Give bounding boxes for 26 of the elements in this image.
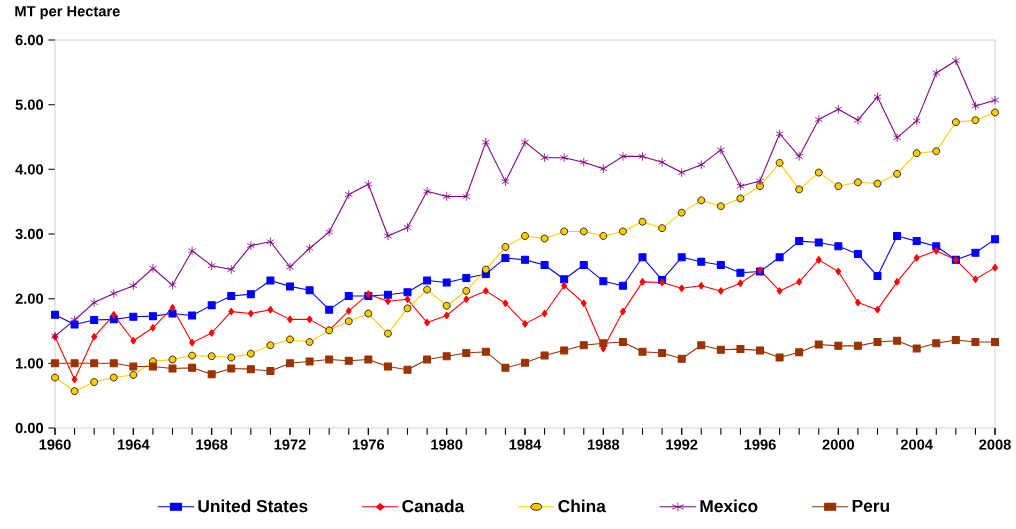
x-tick-label: 1976 [352,439,385,450]
y-axis-title: MT per Hectare [15,6,120,20]
y-tick-label: 2.00 [15,293,44,304]
x-tick-label: 1984 [509,439,542,450]
legend-label: China [558,499,606,513]
x-tick-label: 1988 [587,439,620,450]
x-tick-label: 1960 [39,439,71,450]
x-tick-label: 1992 [666,439,698,450]
x-tick-label: 2004 [900,439,933,450]
legend-label: United States [198,499,308,513]
legend-label: Canada [402,499,465,513]
y-tick-label: 3.00 [15,228,44,240]
x-tick-label: 1964 [117,439,150,450]
y-tick-label: 1.00 [16,358,44,369]
y-tick-label: 0.00 [15,422,44,434]
x-tick-label: 1980 [431,439,463,450]
x-tick-label: 2008 [979,439,1011,450]
legend-label: Peru [852,499,889,512]
x-tick-label: 1968 [196,439,228,450]
legend-label: Mexico [700,499,758,513]
y-tick-label: 6.00 [15,34,44,46]
x-tick-label: 1972 [274,439,306,450]
x-tick-label: 1996 [744,439,776,450]
y-tick-label: 5.00 [15,99,44,110]
y-tick-label: 4.00 [15,164,44,175]
x-tick-label: 2000 [822,439,855,450]
